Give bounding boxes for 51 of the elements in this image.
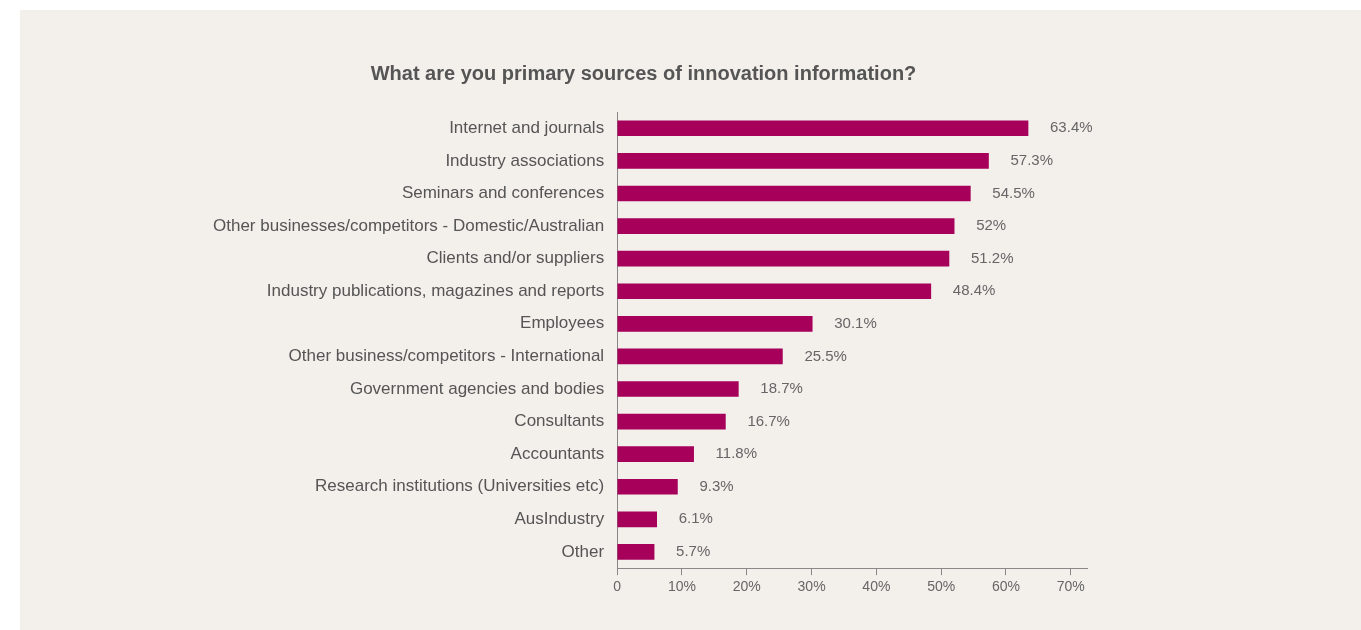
bar xyxy=(617,478,678,495)
y-tick-label: Accountants xyxy=(510,443,605,463)
x-tick-label: 20% xyxy=(732,578,761,595)
bar xyxy=(617,544,655,560)
x-tick-label: 50% xyxy=(927,578,956,595)
bar xyxy=(617,348,783,365)
data-label: 48.4% xyxy=(952,281,996,299)
y-tick-label: AusIndustry xyxy=(514,509,605,529)
x-tick-label: 60% xyxy=(991,578,1021,595)
y-tick-label: Internet and journals xyxy=(449,117,605,137)
y-tick-label: Industry associations xyxy=(445,150,605,170)
y-tick-label: Other business/competitors - International xyxy=(288,346,605,366)
data-label: 11.8% xyxy=(715,444,758,462)
data-label: 25.5% xyxy=(804,346,847,364)
bar xyxy=(617,413,726,430)
data-label: 9.3% xyxy=(699,476,734,494)
y-tick-label: Seminars and conferences xyxy=(401,183,605,203)
x-tick-label: 70% xyxy=(1056,578,1085,595)
data-label: 5.7% xyxy=(676,542,711,560)
x-tick-label: 40% xyxy=(862,578,891,595)
bar xyxy=(617,120,1029,137)
x-tick-label: 30% xyxy=(797,578,826,595)
data-label: 51.2% xyxy=(970,248,1014,266)
x-tick-label: 10% xyxy=(667,578,696,595)
bar xyxy=(617,250,950,267)
data-label: 30.1% xyxy=(834,313,877,331)
chart-title: What are you primary sources of innovation information? xyxy=(370,61,917,84)
data-label: 6.1% xyxy=(678,509,713,527)
data-label: 18.7% xyxy=(760,379,803,397)
bar xyxy=(617,283,932,300)
bar xyxy=(617,185,971,202)
data-label: 16.7% xyxy=(747,411,790,429)
y-tick-label: Employees xyxy=(520,313,605,333)
y-tick-label: Government agencies and bodies xyxy=(349,378,605,398)
bar xyxy=(617,153,989,169)
y-tick-label: Other xyxy=(561,541,605,561)
data-label: 52% xyxy=(976,216,1007,234)
data-label: 54.5% xyxy=(992,183,1035,201)
y-tick-label: Research institutions (Universities etc) xyxy=(315,476,605,496)
bar xyxy=(617,315,813,332)
y-tick-label: Other businesses/competitors - Domestic/Australian xyxy=(212,215,605,235)
bar xyxy=(617,446,694,462)
x-tick-label: 0 xyxy=(613,578,622,595)
y-tick-label: Clients and/or suppliers xyxy=(426,248,605,268)
data-label: 63.4% xyxy=(1050,118,1093,136)
bar xyxy=(617,218,955,234)
data-label: 57.3% xyxy=(1010,151,1054,169)
y-tick-label: Consultants xyxy=(514,411,605,431)
bar xyxy=(617,381,739,397)
bar xyxy=(617,511,658,528)
y-tick-label: Industry publications, magazines and reports xyxy=(266,280,605,300)
